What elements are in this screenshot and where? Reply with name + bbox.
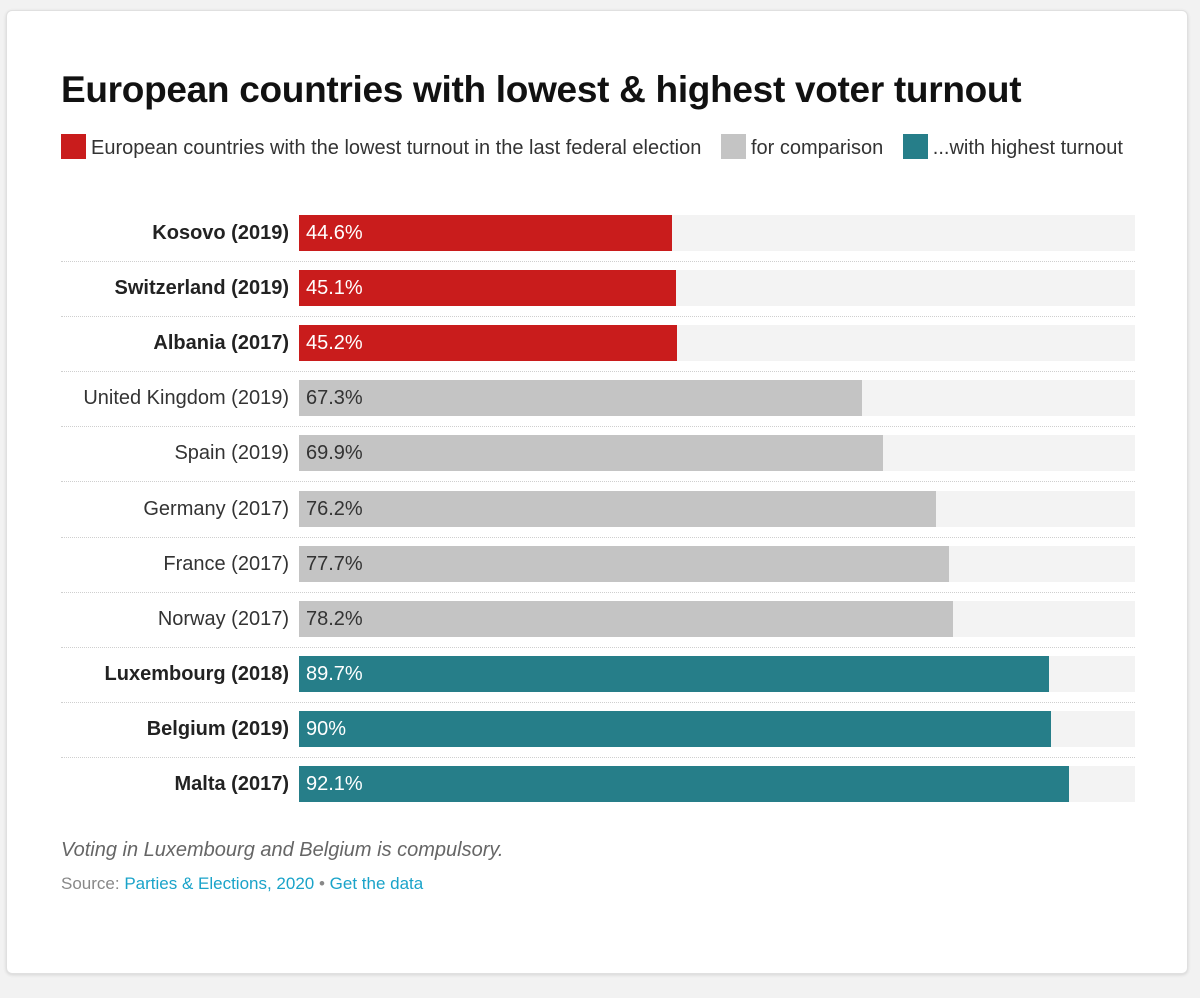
legend-item-highest: ...with highest turnout: [902, 134, 1123, 159]
bar-track: 44.6%: [299, 215, 1135, 251]
bar[interactable]: 77.7%: [299, 546, 949, 582]
legend-swatch-lowest: [61, 134, 86, 159]
row-divider: [61, 426, 1135, 427]
bar-value-label: 78.2%: [306, 608, 363, 630]
bar-value-label: 76.2%: [306, 498, 363, 520]
category-label: United Kingdom (2019): [83, 387, 289, 409]
bar[interactable]: 69.9%: [299, 435, 884, 471]
bar-track: 45.2%: [299, 325, 1135, 361]
bar[interactable]: 90%: [299, 711, 1052, 747]
category-label: Switzerland (2019): [114, 277, 289, 299]
category-label: Belgium (2019): [146, 718, 289, 740]
bar-track: 69.9%: [299, 435, 1135, 471]
category-label: Luxembourg (2018): [104, 663, 289, 685]
category-label: Kosovo (2019): [152, 222, 289, 244]
bar-value-label: 45.2%: [306, 332, 363, 354]
bar-track: 76.2%: [299, 491, 1135, 527]
category-label: Spain (2019): [174, 442, 289, 464]
bar-track: 92.1%: [299, 766, 1135, 802]
legend-swatch-comparison: [720, 134, 746, 159]
category-label: Norway (2017): [157, 608, 289, 630]
row-divider: [61, 757, 1135, 758]
chart-title: European countries with lowest & highest…: [61, 69, 1022, 110]
category-label: Albania (2017): [153, 332, 289, 354]
legend-swatch-highest: [902, 134, 928, 159]
bar-value-label: 45.1%: [306, 277, 363, 299]
row-divider: [61, 261, 1135, 262]
bar-track: 89.7%: [299, 656, 1135, 692]
legend-item-comparison: for comparison: [720, 134, 884, 159]
legend: European countries with the lowest turno…: [61, 133, 1131, 164]
source-line: Source: Parties & Elections, 2020 • Get …: [61, 874, 423, 894]
bar-chart: Kosovo (2019) 44.6% Switzerland (2019) 45.1…: [7, 11, 1189, 975]
bar[interactable]: 45.1%: [299, 270, 677, 306]
bar-value-label: 92.1%: [306, 773, 363, 795]
row-divider: [61, 592, 1135, 593]
bar[interactable]: 44.6%: [299, 215, 672, 251]
source-separator: •: [314, 874, 330, 893]
bar-track: 77.7%: [299, 546, 1135, 582]
bar[interactable]: 67.3%: [299, 380, 862, 416]
bar-value-label: 44.6%: [306, 222, 363, 244]
row-divider: [61, 371, 1135, 372]
bar-track: 90%: [299, 711, 1135, 747]
source-link[interactable]: Parties & Elections, 2020: [124, 874, 315, 893]
bar[interactable]: 45.2%: [299, 325, 677, 361]
bar-value-label: 77.7%: [306, 553, 363, 575]
row-divider: [61, 481, 1135, 482]
row-divider: [61, 647, 1135, 648]
row-divider: [61, 702, 1135, 703]
chart-card: European countries with lowest & highest…: [6, 10, 1188, 974]
chart-note: Voting in Luxembourg and Belgium is comp…: [61, 839, 504, 861]
legend-label-comparison: for comparison: [750, 137, 884, 159]
bar-value-label: 90%: [306, 718, 347, 740]
row-divider: [61, 316, 1135, 317]
bar-track: 45.1%: [299, 270, 1135, 306]
row-divider: [61, 537, 1135, 538]
legend-item-lowest: European countries with the lowest turno…: [61, 134, 702, 159]
category-label: France (2017): [163, 553, 289, 575]
legend-label-highest: ...with highest turnout: [932, 137, 1123, 159]
legend-label-lowest: European countries with the lowest turno…: [91, 137, 702, 159]
category-label: Malta (2017): [174, 773, 290, 795]
bar-track: 78.2%: [299, 601, 1135, 637]
bar[interactable]: 78.2%: [299, 601, 953, 637]
get-data-link[interactable]: Get the data: [329, 874, 424, 893]
bar[interactable]: 76.2%: [299, 491, 937, 527]
bar-track: 67.3%: [299, 380, 1135, 416]
bar-value-label: 67.3%: [306, 387, 363, 409]
bar-value-label: 69.9%: [306, 442, 363, 464]
bar[interactable]: 92.1%: [299, 766, 1069, 802]
bar[interactable]: 89.7%: [299, 656, 1049, 692]
bar-value-label: 89.7%: [306, 663, 363, 685]
source-prefix: Source:: [61, 874, 125, 893]
category-label: Germany (2017): [143, 498, 289, 520]
